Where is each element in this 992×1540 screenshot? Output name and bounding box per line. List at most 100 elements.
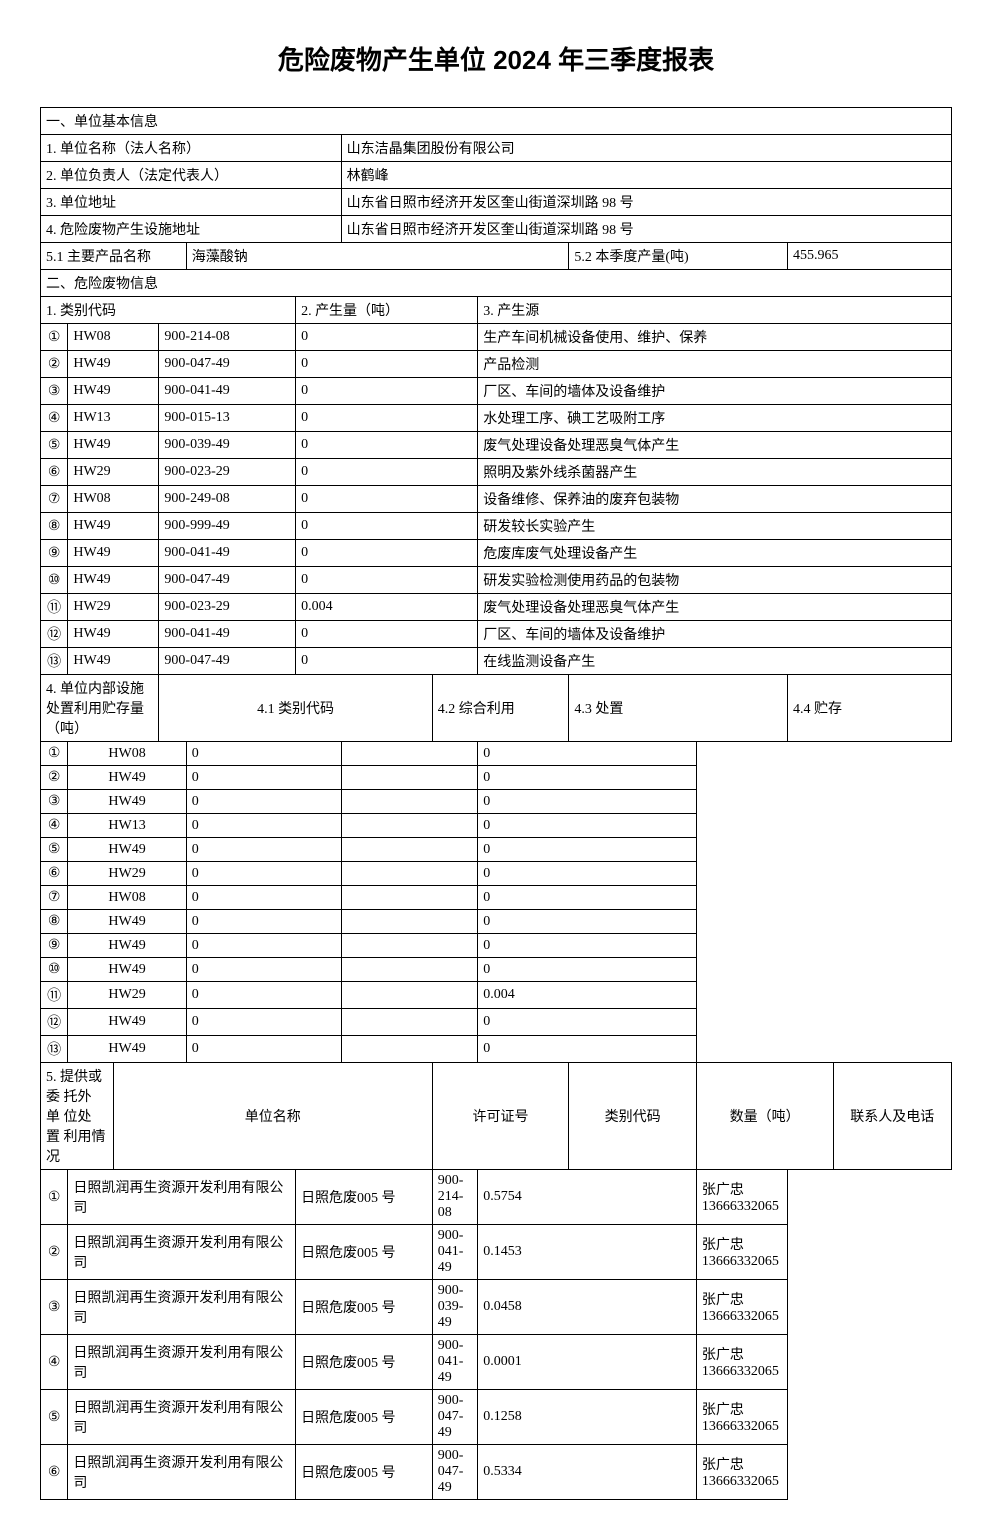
waste-code1: HW08 xyxy=(68,324,159,351)
waste-qty: 0 xyxy=(296,567,478,594)
table-row-num: ① xyxy=(41,324,68,351)
col-license-label: 许可证号 xyxy=(432,1063,569,1170)
responsible-value: 林鹤峰 xyxy=(341,162,951,189)
output-value: 455.965 xyxy=(787,243,951,270)
internal-code: HW49 xyxy=(68,934,186,958)
col44-label: 4.4 贮存 xyxy=(787,675,951,742)
internal-code: HW49 xyxy=(68,790,186,814)
internal-dispose xyxy=(341,838,478,862)
unit-name-value: 山东洁晶集团股份有限公司 xyxy=(341,135,951,162)
waste-code1: HW29 xyxy=(68,459,159,486)
waste-qty: 0 xyxy=(296,486,478,513)
table-row-num: ① xyxy=(41,742,68,766)
internal-dispose xyxy=(341,814,478,838)
table-row-num: ⑧ xyxy=(41,513,68,540)
table-row-num: ⑥ xyxy=(41,862,68,886)
waste-code1: HW13 xyxy=(68,405,159,432)
waste-code2: 900-999-49 xyxy=(159,513,296,540)
external-contact: 张广忠13666332065 xyxy=(696,1280,787,1335)
unit-name-label: 1. 单位名称（法人名称） xyxy=(41,135,342,162)
internal-use: 0 xyxy=(186,934,341,958)
waste-source: 危废库废气处理设备产生 xyxy=(478,540,952,567)
waste-source: 生产车间机械设备使用、维护、保养 xyxy=(478,324,952,351)
external-code: 900-041-49 xyxy=(432,1335,478,1390)
waste-code2: 900-039-49 xyxy=(159,432,296,459)
waste-source: 废气处理设备处理恶臭气体产生 xyxy=(478,594,952,621)
internal-code: HW49 xyxy=(68,766,186,790)
external-qty: 0.1453 xyxy=(478,1225,697,1280)
internal-dispose xyxy=(341,1009,478,1036)
internal-code: HW13 xyxy=(68,814,186,838)
internal-use: 0 xyxy=(186,910,341,934)
col-unit-label: 单位名称 xyxy=(113,1063,432,1170)
internal-store: 0 xyxy=(478,742,697,766)
internal-code: HW49 xyxy=(68,838,186,862)
internal-store: 0 xyxy=(478,886,697,910)
waste-qty: 0 xyxy=(296,324,478,351)
table-row-num: ⑬ xyxy=(41,1036,68,1063)
internal-store: 0 xyxy=(478,958,697,982)
output-label: 5.2 本季度产量(吨) xyxy=(569,243,788,270)
table-row-num: ④ xyxy=(41,405,68,432)
waste-qty: 0 xyxy=(296,621,478,648)
waste-code1: HW49 xyxy=(68,513,159,540)
internal-store: 0 xyxy=(478,766,697,790)
waste-qty: 0 xyxy=(296,513,478,540)
col42-label: 4.2 综合利用 xyxy=(432,675,569,742)
table-row-num: ④ xyxy=(41,1335,68,1390)
table-row-num: ② xyxy=(41,351,68,378)
waste-source: 设备维修、保养油的废弃包装物 xyxy=(478,486,952,513)
waste-source: 厂区、车间的墙体及设备维护 xyxy=(478,621,952,648)
external-code: 900-041-49 xyxy=(432,1225,478,1280)
internal-use: 0 xyxy=(186,1036,341,1063)
external-unit: 日照凯润再生资源开发利用有限公司 xyxy=(68,1280,296,1335)
external-license: 日照危废005 号 xyxy=(296,1280,433,1335)
internal-code: HW08 xyxy=(68,742,186,766)
waste-source: 在线监测设备产生 xyxy=(478,648,952,675)
internal-dispose xyxy=(341,766,478,790)
waste-qty: 0 xyxy=(296,405,478,432)
internal-use: 0 xyxy=(186,1009,341,1036)
waste-source: 研发实验检测使用药品的包装物 xyxy=(478,567,952,594)
waste-source: 照明及紫外线杀菌器产生 xyxy=(478,459,952,486)
col-qty5-label: 数量（吨） xyxy=(696,1063,833,1170)
internal-store: 0.004 xyxy=(478,982,697,1009)
table-row-num: ② xyxy=(41,766,68,790)
external-code: 900-039-49 xyxy=(432,1280,478,1335)
waste-code1: HW49 xyxy=(68,378,159,405)
external-unit: 日照凯润再生资源开发利用有限公司 xyxy=(68,1390,296,1445)
table-row-num: ⑤ xyxy=(41,1390,68,1445)
address-label: 3. 单位地址 xyxy=(41,189,342,216)
external-contact: 张广忠13666332065 xyxy=(696,1335,787,1390)
external-contact: 张广忠13666332065 xyxy=(696,1170,787,1225)
external-contact: 张广忠13666332065 xyxy=(696,1445,787,1500)
waste-code1: HW49 xyxy=(68,621,159,648)
product-value: 海藻酸钠 xyxy=(186,243,569,270)
internal-store: 0 xyxy=(478,862,697,886)
waste-source: 研发较长实验产生 xyxy=(478,513,952,540)
table-row-num: ⑪ xyxy=(41,594,68,621)
waste-code1: HW49 xyxy=(68,567,159,594)
product-label: 5.1 主要产品名称 xyxy=(41,243,187,270)
external-unit: 日照凯润再生资源开发利用有限公司 xyxy=(68,1445,296,1500)
table-row-num: ⑫ xyxy=(41,1009,68,1036)
section1-header: 一、单位基本信息 xyxy=(41,108,952,135)
col-source-label: 3. 产生源 xyxy=(478,297,952,324)
external-license: 日照危废005 号 xyxy=(296,1335,433,1390)
waste-code2: 900-041-49 xyxy=(159,378,296,405)
col-code-label: 1. 类别代码 xyxy=(41,297,296,324)
internal-store: 0 xyxy=(478,814,697,838)
section5-label: 5. 提供或 委 托外 单 位处 置 利用情况 xyxy=(41,1063,114,1170)
table-row-num: ① xyxy=(41,1170,68,1225)
waste-code2: 900-015-13 xyxy=(159,405,296,432)
internal-store: 0 xyxy=(478,1036,697,1063)
waste-code2: 900-023-29 xyxy=(159,459,296,486)
internal-dispose xyxy=(341,1036,478,1063)
waste-source: 水处理工序、碘工艺吸附工序 xyxy=(478,405,952,432)
waste-qty: 0 xyxy=(296,540,478,567)
external-license: 日照危废005 号 xyxy=(296,1445,433,1500)
external-license: 日照危废005 号 xyxy=(296,1390,433,1445)
internal-code: HW49 xyxy=(68,958,186,982)
internal-code: HW29 xyxy=(68,982,186,1009)
waste-code2: 900-047-49 xyxy=(159,567,296,594)
